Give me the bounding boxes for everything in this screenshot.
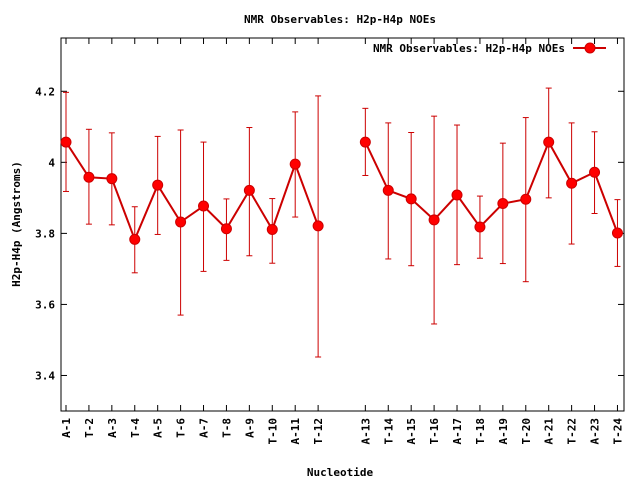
- series-line: [65, 141, 320, 243]
- data-point: [175, 216, 187, 228]
- data-point: [589, 166, 601, 178]
- data-point: [611, 227, 623, 239]
- series-line: [364, 139, 619, 234]
- x-tick-label: A-19: [497, 418, 510, 445]
- data-point: [83, 171, 95, 183]
- y-tick-label: 3.4: [35, 369, 55, 382]
- data-point: [405, 193, 417, 205]
- data-point: [474, 221, 486, 233]
- data-point: [266, 223, 278, 235]
- x-tick-label: A-3: [106, 418, 119, 438]
- y-tick-label: 4: [48, 156, 55, 169]
- chart-title: NMR Observables: H2p-H4p NOEs: [244, 13, 436, 26]
- x-axis-label: Nucleotide: [307, 466, 374, 479]
- data-point: [359, 136, 371, 148]
- legend-marker: [584, 42, 596, 54]
- x-tick-label: T-6: [175, 418, 188, 438]
- data-point: [106, 173, 118, 185]
- data-point: [289, 158, 301, 170]
- x-tick-label: A-13: [359, 418, 372, 445]
- x-tick-label: A-1: [60, 418, 73, 438]
- x-tick-label: A-5: [152, 418, 165, 438]
- data-point: [60, 136, 72, 148]
- data-point: [520, 193, 532, 205]
- data-point: [198, 200, 210, 212]
- x-tick-label: T-8: [220, 418, 233, 438]
- y-tick-label: 3.6: [35, 298, 55, 311]
- plot-frame: [60, 37, 625, 412]
- y-axis-label: H2p-H4p (Angstroms): [10, 161, 23, 287]
- x-tick-label: A-17: [451, 418, 464, 445]
- x-tick-label: A-21: [543, 418, 556, 445]
- data-point: [243, 184, 255, 196]
- x-tick-label: T-24: [611, 418, 624, 445]
- x-tick-label: T-4: [129, 418, 142, 438]
- data-point: [382, 184, 394, 196]
- data-point: [152, 179, 164, 191]
- axes: 3.4 3.6 3.8 4 4.2 A-1 T-2 A-3 T-4 A-5 T-6 A-7 T-8 A-9…: [35, 38, 624, 445]
- x-tick-label: A-23: [589, 418, 602, 445]
- data-point: [129, 233, 141, 245]
- y-tick-label: 3.8: [35, 227, 55, 240]
- x-tick-label: T-12: [312, 418, 325, 445]
- data-point: [451, 189, 463, 201]
- data-point: [428, 214, 440, 226]
- x-tick-label: T-20: [520, 418, 533, 445]
- x-tick-label: T-2: [83, 418, 96, 438]
- x-tick-label: A-7: [198, 418, 211, 438]
- data-point: [543, 136, 555, 148]
- data-point: [497, 198, 509, 210]
- data-point: [312, 220, 324, 232]
- x-tick-label: T-10: [266, 418, 279, 445]
- x-tick-label: A-15: [405, 418, 418, 445]
- x-tick-label: A-11: [289, 418, 302, 445]
- legend: NMR Observables: H2p-H4p NOEs: [373, 42, 606, 55]
- x-tick-label: T-22: [566, 418, 579, 445]
- x-tick-label: T-14: [382, 418, 395, 445]
- data-point: [566, 177, 578, 189]
- legend-label: NMR Observables: H2p-H4p NOEs: [373, 42, 565, 55]
- x-tick-label: T-18: [474, 418, 487, 445]
- y-tick-label: 4.2: [35, 85, 55, 98]
- data-marks: [60, 87, 623, 358]
- data-point: [220, 223, 232, 235]
- x-tick-label: T-16: [428, 418, 441, 445]
- x-tick-label: A-9: [243, 418, 256, 438]
